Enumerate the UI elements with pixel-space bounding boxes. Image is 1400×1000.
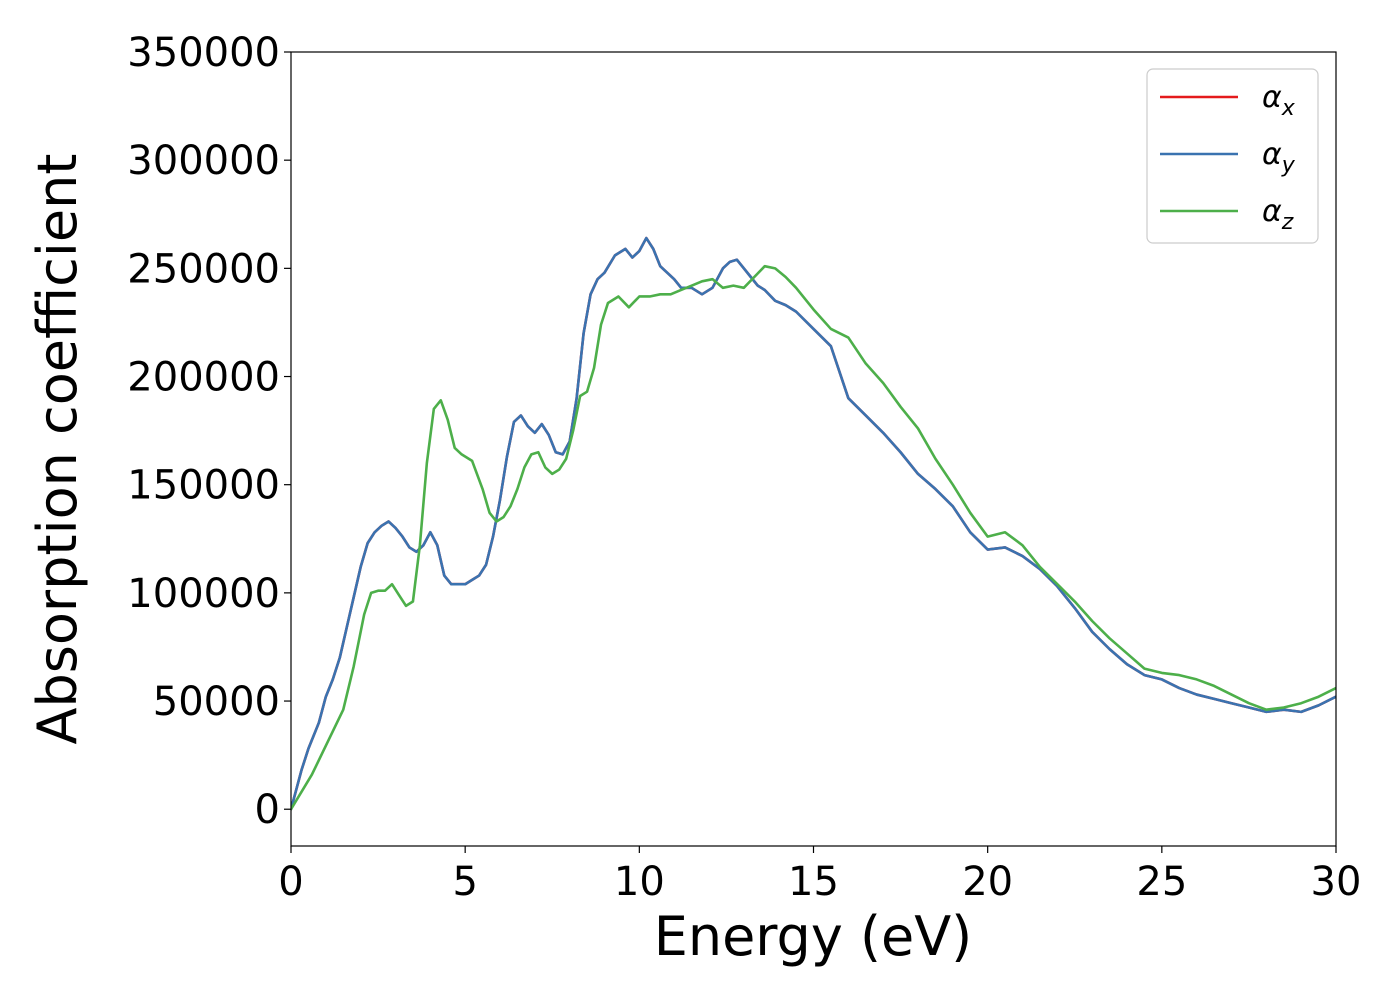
x-axis-title: Energy (eV) xyxy=(654,905,973,968)
x-tick-label: 30 xyxy=(1311,859,1362,905)
y-tick-label: 200000 xyxy=(127,355,280,401)
y-tick-label: 300000 xyxy=(127,138,280,184)
x-tick-label: 15 xyxy=(788,859,839,905)
x-tick-label: 5 xyxy=(452,859,477,905)
y-axis-ticks: 0 50000 100000 150000 200000 250000 300000 3500… xyxy=(127,30,291,833)
series-line-alpha-y xyxy=(291,238,1336,809)
series-line-alpha-z xyxy=(291,266,1336,809)
y-tick-label: 100000 xyxy=(127,571,280,617)
y-tick-label: 350000 xyxy=(127,30,280,76)
x-tick-label: 25 xyxy=(1136,859,1187,905)
y-tick-label: 50000 xyxy=(153,679,280,725)
x-tick-label: 10 xyxy=(614,859,665,905)
x-tick-label: 0 xyxy=(278,859,303,905)
series-line-alpha-x xyxy=(291,238,1336,809)
y-axis-title: Absorption coefficient xyxy=(26,154,89,745)
y-tick-label: 250000 xyxy=(127,246,280,292)
y-tick-label: 150000 xyxy=(127,463,280,509)
x-tick-label: 20 xyxy=(962,859,1013,905)
x-axis-ticks: 0 5 10 15 20 25 30 xyxy=(278,846,1361,905)
series-layer xyxy=(291,238,1336,809)
y-tick-label: 0 xyxy=(255,787,280,833)
series-lines xyxy=(291,238,1336,809)
